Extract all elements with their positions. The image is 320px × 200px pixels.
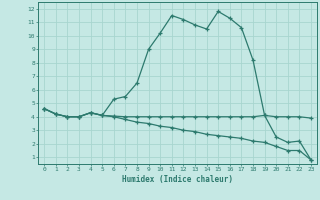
X-axis label: Humidex (Indice chaleur): Humidex (Indice chaleur) [122,175,233,184]
